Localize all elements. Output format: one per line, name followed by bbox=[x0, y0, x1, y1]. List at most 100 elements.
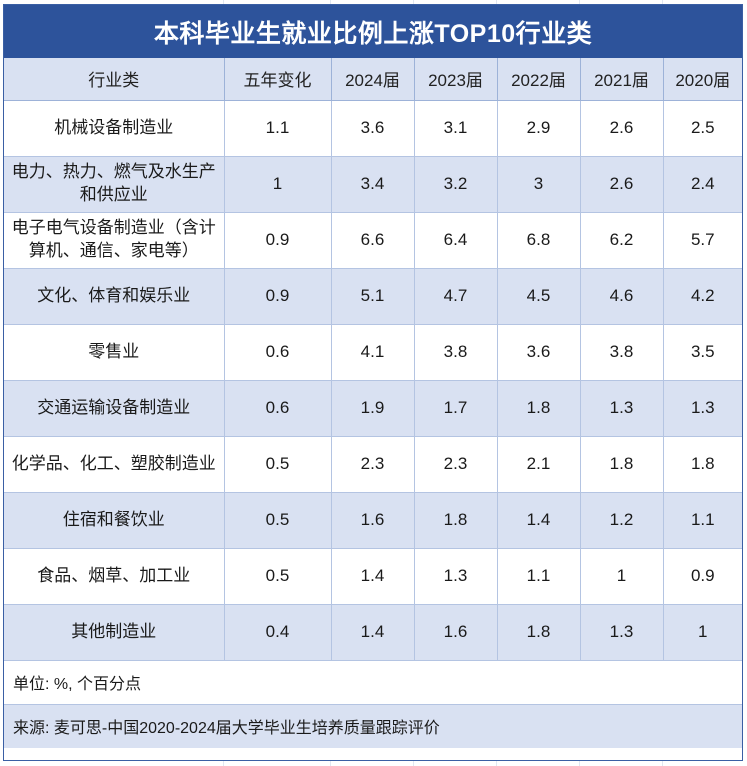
table-row: 住宿和餐饮业 0.5 1.6 1.8 1.4 1.2 1.1 bbox=[4, 492, 743, 549]
table-row: 零售业 0.6 4.1 3.8 3.6 3.8 3.5 bbox=[4, 324, 743, 381]
cell-2024: 1.6 bbox=[331, 492, 415, 549]
cell-2023: 3.2 bbox=[414, 156, 498, 213]
cell-2020: 2.4 bbox=[663, 156, 743, 213]
cell-2024: 2.3 bbox=[331, 436, 415, 493]
cell-five-year-change: 0.5 bbox=[224, 436, 332, 493]
column-header-2023: 2023届 bbox=[414, 58, 498, 101]
cell-2021: 1.3 bbox=[580, 604, 664, 661]
cell-2024: 3.6 bbox=[331, 100, 415, 157]
table-row: 电力、热力、燃气及水生产和供应业 1 3.4 3.2 3 2.6 2.4 bbox=[4, 156, 743, 213]
cell-2023: 2.3 bbox=[414, 436, 498, 493]
table-header: 行业类 五年变化 2024届 2023届 2022届 2021届 2020届 bbox=[4, 58, 743, 101]
cell-2024: 1.9 bbox=[331, 380, 415, 437]
cell-2022: 1.4 bbox=[497, 492, 581, 549]
statistics-table: 本科毕业生就业比例上涨TOP10行业类 行业类 五年变化 2024届 2023届… bbox=[3, 4, 743, 761]
cell-2023: 6.4 bbox=[414, 212, 498, 269]
row-category: 文化、体育和娱乐业 bbox=[4, 268, 225, 325]
cell-2020: 5.7 bbox=[663, 212, 743, 269]
source-note: 来源: 麦可思-中国2020-2024届大学毕业生培养质量跟踪评价 bbox=[4, 703, 743, 748]
cell-2020: 3.5 bbox=[663, 324, 743, 381]
cell-2022: 3.6 bbox=[497, 324, 581, 381]
cell-2024: 4.1 bbox=[331, 324, 415, 381]
row-category: 零售业 bbox=[4, 324, 225, 381]
unit-note-row: 单位: %, 个百分点 bbox=[4, 659, 743, 704]
table-row: 交通运输设备制造业 0.6 1.9 1.7 1.8 1.3 1.3 bbox=[4, 380, 743, 437]
column-header-category: 行业类 bbox=[4, 58, 225, 101]
table-row: 食品、烟草、加工业 0.5 1.4 1.3 1.1 1 0.9 bbox=[4, 548, 743, 605]
table-body: 机械设备制造业 1.1 3.6 3.1 2.9 2.6 2.5 电力、热力、燃气… bbox=[4, 100, 743, 661]
column-header-five-year-change: 五年变化 bbox=[224, 58, 332, 101]
row-category: 交通运输设备制造业 bbox=[4, 380, 225, 437]
cell-2023: 1.6 bbox=[414, 604, 498, 661]
cell-2022: 1.8 bbox=[497, 380, 581, 437]
cell-2023: 1.8 bbox=[414, 492, 498, 549]
table-footnotes: 单位: %, 个百分点 来源: 麦可思-中国2020-2024届大学毕业生培养质… bbox=[4, 659, 743, 748]
cell-2023: 3.8 bbox=[414, 324, 498, 381]
cell-2020: 1.8 bbox=[663, 436, 743, 493]
table-row: 化学品、化工、塑胶制造业 0.5 2.3 2.3 2.1 1.8 1.8 bbox=[4, 436, 743, 493]
cell-five-year-change: 0.9 bbox=[224, 268, 332, 325]
cell-five-year-change: 0.6 bbox=[224, 380, 332, 437]
cell-2022: 1.1 bbox=[497, 548, 581, 605]
cell-2020: 2.5 bbox=[663, 100, 743, 157]
cell-2022: 1.8 bbox=[497, 604, 581, 661]
cell-2022: 6.8 bbox=[497, 212, 581, 269]
cell-2020: 0.9 bbox=[663, 548, 743, 605]
cell-2021: 1.2 bbox=[580, 492, 664, 549]
table-row: 电子电气设备制造业（含计算机、通信、家电等） 0.9 6.6 6.4 6.8 6… bbox=[4, 212, 743, 269]
cell-2021: 6.2 bbox=[580, 212, 664, 269]
source-note-row: 来源: 麦可思-中国2020-2024届大学毕业生培养质量跟踪评价 bbox=[4, 703, 743, 748]
column-header-2024: 2024届 bbox=[331, 58, 415, 101]
cell-2021: 1.8 bbox=[580, 436, 664, 493]
table-row: 机械设备制造业 1.1 3.6 3.1 2.9 2.6 2.5 bbox=[4, 100, 743, 157]
column-header-2020: 2020届 bbox=[663, 58, 743, 101]
cell-five-year-change: 1.1 bbox=[224, 100, 332, 157]
employment-ratio-table: 本科毕业生就业比例上涨TOP10行业类 行业类 五年变化 2024届 2023届… bbox=[4, 5, 743, 748]
row-category: 电子电气设备制造业（含计算机、通信、家电等） bbox=[4, 212, 225, 269]
cell-2020: 1 bbox=[663, 604, 743, 661]
row-category: 住宿和餐饮业 bbox=[4, 492, 225, 549]
table-row: 其他制造业 0.4 1.4 1.6 1.8 1.3 1 bbox=[4, 604, 743, 661]
cell-2022: 2.9 bbox=[497, 100, 581, 157]
cell-2021: 1.3 bbox=[580, 380, 664, 437]
cell-2021: 3.8 bbox=[580, 324, 664, 381]
row-category: 电力、热力、燃气及水生产和供应业 bbox=[4, 156, 225, 213]
cell-five-year-change: 1 bbox=[224, 156, 332, 213]
cell-2023: 1.7 bbox=[414, 380, 498, 437]
cell-five-year-change: 0.5 bbox=[224, 548, 332, 605]
row-category: 其他制造业 bbox=[4, 604, 225, 661]
cell-2023: 1.3 bbox=[414, 548, 498, 605]
page-title: 本科毕业生就业比例上涨TOP10行业类 bbox=[4, 5, 743, 58]
table-row: 文化、体育和娱乐业 0.9 5.1 4.7 4.5 4.6 4.2 bbox=[4, 268, 743, 325]
cell-2021: 2.6 bbox=[580, 100, 664, 157]
cell-2024: 6.6 bbox=[331, 212, 415, 269]
cell-five-year-change: 0.9 bbox=[224, 212, 332, 269]
table-title-row: 本科毕业生就业比例上涨TOP10行业类 bbox=[4, 5, 743, 58]
cell-2024: 3.4 bbox=[331, 156, 415, 213]
column-header-2021: 2021届 bbox=[580, 58, 664, 101]
header-row: 行业类 五年变化 2024届 2023届 2022届 2021届 2020届 bbox=[4, 58, 743, 101]
cell-2022: 4.5 bbox=[497, 268, 581, 325]
row-category: 机械设备制造业 bbox=[4, 100, 225, 157]
cell-five-year-change: 0.6 bbox=[224, 324, 332, 381]
cell-2024: 5.1 bbox=[331, 268, 415, 325]
cell-2022: 3 bbox=[497, 156, 581, 213]
cell-2020: 1.3 bbox=[663, 380, 743, 437]
row-category: 食品、烟草、加工业 bbox=[4, 548, 225, 605]
cell-2021: 2.6 bbox=[580, 156, 664, 213]
cell-2020: 1.1 bbox=[663, 492, 743, 549]
cell-five-year-change: 0.4 bbox=[224, 604, 332, 661]
cell-2023: 3.1 bbox=[414, 100, 498, 157]
cell-2021: 4.6 bbox=[580, 268, 664, 325]
cell-2022: 2.1 bbox=[497, 436, 581, 493]
unit-note: 单位: %, 个百分点 bbox=[4, 659, 743, 704]
column-header-2022: 2022届 bbox=[497, 58, 581, 101]
row-category: 化学品、化工、塑胶制造业 bbox=[4, 436, 225, 493]
cell-2021: 1 bbox=[580, 548, 664, 605]
cell-2023: 4.7 bbox=[414, 268, 498, 325]
cell-2024: 1.4 bbox=[331, 604, 415, 661]
cell-five-year-change: 0.5 bbox=[224, 492, 332, 549]
cell-2020: 4.2 bbox=[663, 268, 743, 325]
cell-2024: 1.4 bbox=[331, 548, 415, 605]
